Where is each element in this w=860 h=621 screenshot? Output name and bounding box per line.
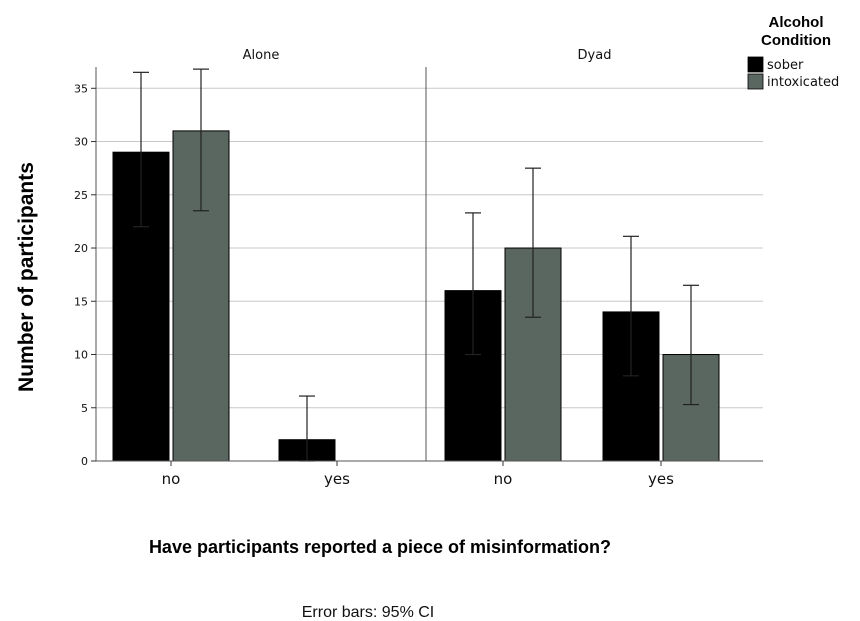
error-bar-dyad-yes-intoxicated [683, 284, 699, 406]
error-bar-dyad-no-intoxicated [525, 167, 541, 318]
axes [95, 67, 763, 466]
legend-swatch-sober [747, 56, 764, 73]
legend-title-line-1: Alcohol [769, 14, 824, 31]
y-tick-label: 15 [74, 295, 88, 308]
x-category-label: no [162, 470, 181, 488]
x-category-label: no [494, 470, 513, 488]
panel-title-dyad: Dyad [578, 48, 612, 63]
x-category-labels: no yes no yes [162, 470, 674, 488]
error-bar-dyad-no-sober [465, 212, 481, 356]
x-category-label: yes [648, 470, 674, 488]
error-bar-dyad-yes-sober [623, 235, 639, 377]
bars [112, 130, 720, 462]
y-tick-label: 20 [74, 242, 88, 255]
y-tick-label: 30 [74, 136, 88, 149]
legend-title-line-2: Condition [761, 32, 831, 49]
y-tick-label: 10 [74, 349, 88, 362]
y-tick-label: 0 [81, 455, 88, 468]
y-tick-labels: 0 5 10 15 20 25 30 35 [74, 82, 96, 468]
legend: Alcohol Condition sober intoxicated [747, 14, 839, 90]
legend-label-sober: sober [767, 58, 804, 73]
panel-title-alone: Alone [243, 48, 280, 63]
y-tick-label: 25 [74, 189, 88, 202]
legend-swatch-intoxicated [747, 73, 764, 90]
error-bar-alone-no-sober [133, 71, 149, 228]
legend-label-intoxicated: intoxicated [767, 75, 839, 90]
grid-lines [96, 87, 763, 409]
y-axis-label: Number of participants [15, 162, 38, 392]
x-category-label: yes [324, 470, 350, 488]
x-axis-label: Have participants reported a piece of mi… [149, 537, 611, 557]
error-bar-alone-no-intoxicated [193, 68, 209, 212]
error-bars-note: Error bars: 95% CI [302, 604, 434, 621]
y-tick-label: 35 [74, 82, 88, 95]
y-tick-label: 5 [81, 402, 88, 415]
error-bars [133, 68, 699, 462]
